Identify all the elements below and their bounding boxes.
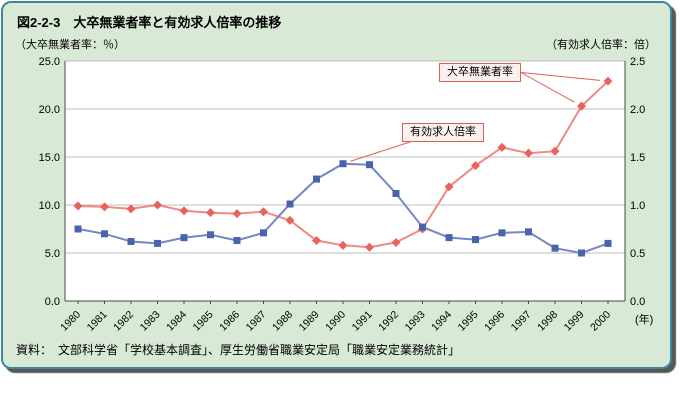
marker-diamond bbox=[312, 236, 321, 246]
marker-diamond bbox=[232, 209, 242, 219]
x-axis-tick-label: 1999 bbox=[562, 309, 587, 334]
x-axis-tick-label: 1992 bbox=[376, 309, 401, 334]
marker-diamond bbox=[524, 148, 533, 158]
right-axis-tick-label: 0.5 bbox=[630, 248, 645, 260]
marker-square bbox=[366, 161, 373, 169]
marker-square bbox=[445, 234, 453, 242]
figure-title: 図2-2-3 大卒無業者率と有効求人倍率の推移 bbox=[17, 15, 282, 30]
right-axis-tick-label: 1.0 bbox=[630, 200, 645, 212]
marker-diamond bbox=[365, 242, 374, 252]
marker-square bbox=[127, 237, 135, 245]
marker-square bbox=[472, 236, 479, 244]
marker-square bbox=[498, 229, 506, 237]
marker-square bbox=[286, 200, 294, 208]
x-axis-tick-label: 1996 bbox=[482, 309, 507, 334]
x-axis-tick-label: 1983 bbox=[138, 309, 163, 334]
x-axis-tick-label: 1997 bbox=[509, 309, 534, 334]
marker-square bbox=[207, 231, 214, 239]
right-axis-tick-label: 0.0 bbox=[630, 296, 645, 308]
right-axis-tick-label: 2.5 bbox=[630, 56, 645, 68]
marker-diamond bbox=[391, 237, 401, 247]
marker-square bbox=[551, 244, 559, 252]
marker-diamond bbox=[497, 142, 507, 152]
marker-square bbox=[260, 229, 267, 237]
x-axis-tick-label: 1995 bbox=[456, 309, 481, 334]
marker-square bbox=[154, 239, 161, 247]
marker-diamond bbox=[550, 146, 560, 156]
left-axis-tick-label: 15.0 bbox=[39, 152, 60, 164]
marker-square bbox=[392, 189, 400, 197]
source-note: 資料： 文部科学省「学校基本調査」、厚生労働省職業安定局「職業安定業務統計」 bbox=[16, 343, 461, 357]
x-axis-tick-label: 1986 bbox=[217, 309, 242, 334]
x-axis-tick-label: 1984 bbox=[164, 309, 189, 334]
marker-diamond bbox=[73, 201, 83, 211]
x-axis-tick-label: 1991 bbox=[350, 309, 375, 334]
marker-diamond bbox=[603, 76, 613, 86]
callout-job-openings-ratio: 有効求人倍率 bbox=[402, 123, 484, 142]
x-axis-tick-label: 1998 bbox=[535, 309, 560, 334]
marker-diamond bbox=[471, 161, 480, 171]
line-chart: 25.0 20.0 15.0 10.0 5.0 0.0 2.5 2.0 1.5 1.0 0.5 0.0… bbox=[39, 56, 654, 334]
callout-leader-line bbox=[520, 72, 575, 103]
marker-square bbox=[74, 225, 82, 233]
marker-square bbox=[101, 230, 108, 238]
left-axis-tick-label: 0.0 bbox=[45, 296, 60, 308]
marker-diamond bbox=[100, 202, 109, 212]
x-axis-tick-label: 1981 bbox=[85, 309, 110, 334]
plot-area bbox=[65, 61, 625, 301]
marker-square bbox=[180, 234, 188, 242]
right-axis-caption: （有効求人倍率：倍） bbox=[546, 39, 656, 51]
callout-graduate-unemployment-rate: 大卒無業者率 bbox=[439, 63, 521, 82]
x-axis-tick-label: 1990 bbox=[323, 309, 348, 334]
marker-diamond bbox=[577, 101, 586, 111]
x-axis-tick-label: 1985 bbox=[191, 309, 216, 334]
marker-square bbox=[233, 237, 241, 245]
marker-square bbox=[525, 228, 532, 236]
left-axis-tick-label: 5.0 bbox=[45, 248, 60, 260]
marker-square bbox=[578, 249, 585, 257]
marker-diamond bbox=[126, 204, 136, 214]
x-axis-tick-label: 1980 bbox=[58, 309, 83, 334]
marker-square bbox=[419, 223, 426, 231]
x-axis-tick-label: 1982 bbox=[111, 309, 136, 334]
left-axis-caption: （大卒無業者率：％） bbox=[15, 39, 125, 51]
left-axis-tick-label: 20.0 bbox=[39, 104, 60, 116]
x-axis-tick-label: 1987 bbox=[244, 309, 269, 334]
x-axis-tick-label: 1993 bbox=[403, 309, 428, 334]
x-axis-tick-label: 1994 bbox=[429, 309, 454, 334]
marker-square bbox=[339, 160, 347, 168]
callout-leader-line bbox=[350, 141, 411, 162]
x-axis-tick-label: 1989 bbox=[297, 309, 322, 334]
marker-diamond bbox=[444, 182, 454, 192]
marker-diamond bbox=[179, 206, 189, 216]
marker-square bbox=[604, 239, 612, 247]
callout-leader-line bbox=[520, 72, 601, 81]
left-axis-tick-label: 25.0 bbox=[39, 56, 60, 68]
marker-diamond bbox=[338, 240, 348, 250]
left-axis-tick-label: 10.0 bbox=[39, 200, 60, 212]
marker-diamond bbox=[206, 208, 215, 218]
x-axis-unit-label: (年) bbox=[635, 312, 653, 326]
x-axis-tick-label: 1988 bbox=[270, 309, 295, 334]
marker-square bbox=[313, 175, 320, 183]
marker-diamond bbox=[285, 215, 295, 225]
figure-panel: 図2-2-3 大卒無業者率と有効求人倍率の推移 （大卒無業者率：％） （有効求人… bbox=[1, 1, 672, 369]
marker-diamond bbox=[153, 200, 162, 210]
marker-diamond bbox=[259, 207, 268, 217]
x-axis-tick-label: 2000 bbox=[588, 309, 613, 334]
right-axis-tick-label: 2.0 bbox=[630, 104, 645, 116]
right-axis-tick-label: 1.5 bbox=[630, 152, 645, 164]
